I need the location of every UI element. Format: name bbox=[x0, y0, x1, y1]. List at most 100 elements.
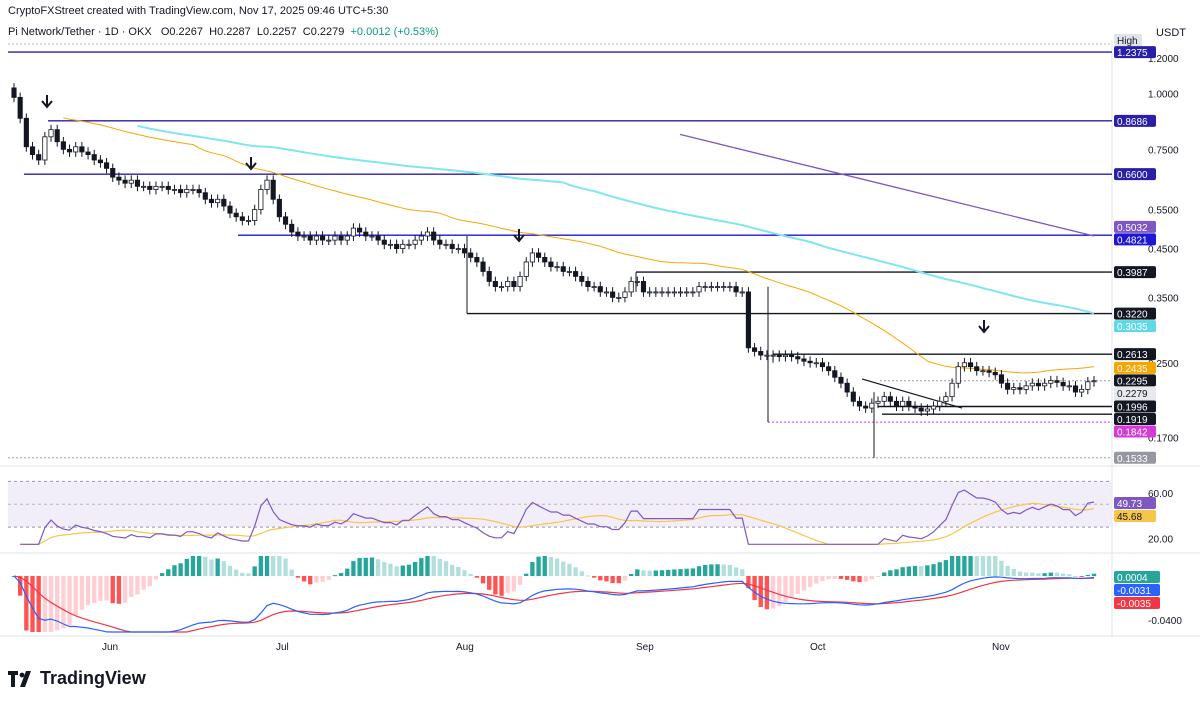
macd-histogram-bar bbox=[301, 576, 307, 582]
candle bbox=[233, 208, 239, 222]
macd-histogram-bar bbox=[844, 576, 850, 580]
candle-body-down bbox=[60, 141, 66, 150]
candle bbox=[968, 357, 974, 372]
price-level-badge bbox=[1114, 348, 1156, 361]
candle-body-up bbox=[924, 408, 930, 412]
macd-histogram-bar bbox=[740, 569, 745, 576]
macd-histogram-bar bbox=[375, 559, 381, 576]
tradingview-logo[interactable]: TradingView bbox=[8, 668, 146, 689]
down-arrow-icon bbox=[41, 95, 53, 109]
macd-histogram-bar bbox=[672, 569, 677, 576]
candle-body-up bbox=[369, 235, 375, 238]
candle bbox=[579, 271, 585, 287]
candle-body-up bbox=[782, 354, 788, 358]
price-level-badge bbox=[1114, 425, 1156, 438]
candle bbox=[449, 239, 455, 254]
candle-body-down bbox=[29, 146, 36, 156]
symbol-title[interactable]: Pi Network/Tether · 1D · OKX bbox=[8, 26, 152, 38]
macd-histogram-bar bbox=[715, 564, 720, 576]
sma-orange-line bbox=[63, 117, 1095, 374]
candle-body-down bbox=[1017, 387, 1023, 390]
candle-body-up bbox=[603, 291, 610, 294]
candle bbox=[431, 227, 437, 246]
candle-body-down bbox=[579, 275, 585, 282]
candle bbox=[900, 396, 906, 412]
candle-body-down bbox=[585, 281, 591, 288]
candle-body-down bbox=[844, 382, 850, 393]
macd-histogram-bar bbox=[271, 556, 276, 576]
macd-histogram-bar bbox=[949, 556, 955, 576]
candle-body-up bbox=[622, 291, 628, 298]
candle bbox=[104, 157, 110, 174]
price-level-badge bbox=[1114, 307, 1156, 320]
candle bbox=[566, 266, 572, 277]
macd-tick-label: -0.0400 bbox=[1148, 616, 1182, 627]
macd-histogram-bar bbox=[425, 556, 430, 576]
macd-histogram-bar bbox=[283, 558, 288, 576]
macd-histogram-bar bbox=[246, 573, 251, 576]
macd-histogram-bar bbox=[1005, 565, 1010, 576]
candle bbox=[350, 223, 356, 241]
symbol-legend: Pi Network/Tether · 1D · OKX O0.2267 H0.… bbox=[8, 26, 439, 38]
candle bbox=[752, 343, 758, 357]
macd-histogram-bar bbox=[616, 576, 621, 584]
macd-histogram-bar bbox=[610, 576, 615, 584]
macd-histogram-bar bbox=[807, 576, 813, 588]
macd-histogram-bar bbox=[227, 565, 233, 576]
macd-histogram-bar bbox=[863, 576, 868, 582]
candle-body-up bbox=[647, 291, 653, 294]
macd-histogram-bar bbox=[795, 576, 800, 594]
candle bbox=[282, 212, 289, 230]
candle-body-up bbox=[1079, 388, 1085, 393]
candle-body-up bbox=[332, 235, 338, 241]
candle bbox=[992, 367, 998, 380]
candle-body-up bbox=[128, 179, 134, 184]
candle bbox=[647, 287, 653, 297]
candle-body-down bbox=[270, 179, 276, 200]
candle-body-up bbox=[258, 189, 264, 211]
price-level-label: 1.2375 bbox=[1117, 48, 1148, 59]
candle bbox=[801, 354, 807, 367]
candle-body-down bbox=[492, 281, 498, 288]
candle bbox=[11, 83, 17, 103]
candle-body-up bbox=[1029, 382, 1035, 387]
candle bbox=[73, 141, 79, 157]
candle-body-up bbox=[326, 239, 332, 242]
price-tick-label: 0.1700 bbox=[1148, 434, 1179, 445]
candle bbox=[850, 387, 856, 407]
candle-body-down bbox=[104, 162, 110, 169]
candle-body-up bbox=[653, 291, 659, 294]
candle bbox=[258, 184, 264, 215]
candle bbox=[764, 350, 770, 361]
candle bbox=[554, 261, 560, 272]
candle bbox=[239, 212, 245, 226]
candle-body-up bbox=[424, 231, 431, 237]
candle bbox=[838, 372, 844, 389]
candle bbox=[610, 287, 616, 303]
macd-histogram-bar bbox=[153, 576, 159, 580]
candle bbox=[930, 401, 937, 414]
candle bbox=[616, 292, 622, 303]
macd-histogram-bar bbox=[832, 576, 837, 579]
candle bbox=[573, 266, 579, 282]
price-tick-label: 0.2500 bbox=[1148, 359, 1179, 370]
candle bbox=[560, 261, 566, 277]
candle bbox=[455, 243, 461, 254]
macd-histogram-bar bbox=[406, 564, 412, 576]
candle bbox=[653, 287, 659, 297]
candle-body-up bbox=[616, 297, 622, 299]
down-arrow-head bbox=[513, 234, 525, 243]
candle bbox=[128, 175, 134, 189]
time-tick-label: Sep bbox=[636, 642, 654, 653]
candle-body-up bbox=[387, 243, 394, 246]
candle-body-down bbox=[974, 366, 980, 372]
macd-histogram-bar bbox=[104, 576, 109, 601]
candle bbox=[795, 351, 801, 364]
price-level-badge bbox=[1114, 220, 1156, 233]
candle bbox=[807, 356, 813, 368]
candle-body-up bbox=[881, 396, 887, 402]
candle bbox=[536, 248, 542, 263]
candle-body-up bbox=[869, 402, 875, 409]
macd-histogram-bar bbox=[1023, 572, 1029, 576]
